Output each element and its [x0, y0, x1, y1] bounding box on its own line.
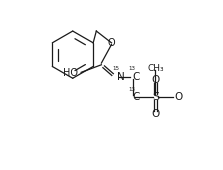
Text: O: O [174, 92, 182, 102]
Text: O: O [151, 75, 159, 85]
Text: HO: HO [63, 68, 78, 78]
Text: S: S [152, 92, 159, 102]
Text: N: N [117, 72, 124, 82]
Text: 15: 15 [112, 66, 119, 71]
Text: C: C [133, 72, 140, 82]
Text: 13: 13 [129, 66, 136, 71]
Text: CH₃: CH₃ [147, 64, 164, 73]
Text: C: C [133, 92, 140, 102]
Text: O: O [108, 38, 115, 48]
Text: O: O [151, 109, 159, 119]
Text: 13: 13 [129, 87, 136, 92]
